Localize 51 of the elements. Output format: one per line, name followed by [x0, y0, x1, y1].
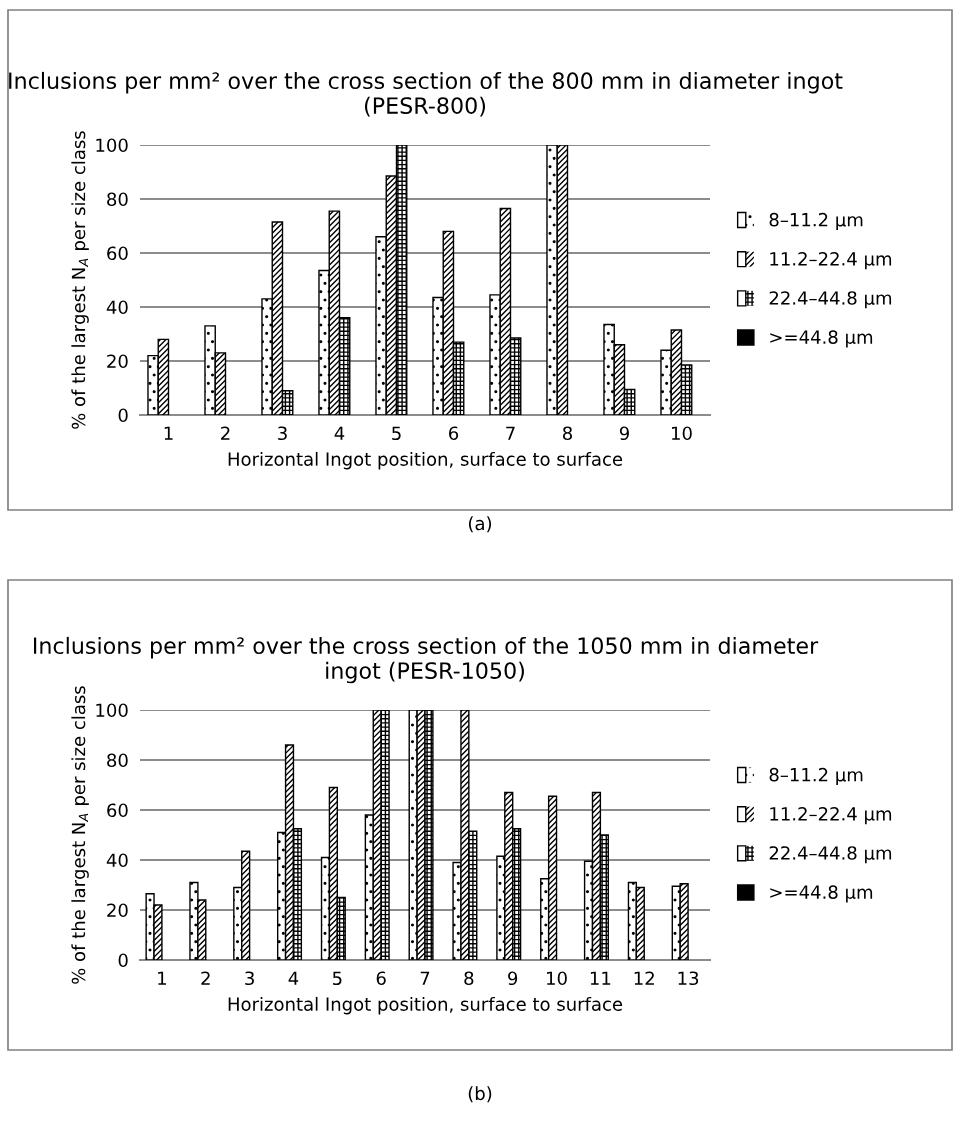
legend-label: >=44.8 µm: [770, 330, 873, 348]
x-tick-label: 3: [278, 426, 287, 441]
legend-label: >=44.8 µm: [770, 885, 873, 903]
legend-label: 8–11.2 µm: [769, 767, 863, 786]
legend-label: 11.2–22.4 µm: [770, 807, 892, 825]
y-axis-title: % of the largest N$_{A}$ per size class: [71, 686, 89, 984]
x-tick-label: 9: [508, 971, 518, 986]
x-tick-label: 1: [158, 971, 166, 985]
chart-title: Inclusions per mm² over the cross section of the 1050 mm in diameter ingot (PESR-1050): [33, 636, 819, 684]
y-tick-label: 20: [107, 903, 128, 918]
x-tick-label: 4: [288, 971, 299, 985]
x-tick-label: 7: [506, 426, 515, 440]
x-tick-label: 8: [464, 971, 474, 986]
x-tick-label: 6: [449, 426, 459, 441]
x-tick-label: 10: [672, 426, 692, 441]
y-tick-label: 40: [106, 300, 128, 315]
x-tick-label: 5: [392, 426, 401, 441]
y-tick-label: 100: [96, 138, 128, 153]
x-tick-label: 7: [420, 971, 430, 985]
x-tick-label: 2: [221, 426, 230, 440]
x-tick-label: 10: [547, 971, 567, 986]
text: (b): [468, 1086, 492, 1103]
x-axis-title: Horizontal Ingot position, surface to surface: [228, 451, 623, 470]
x-tick-label: 6: [376, 971, 386, 986]
y-tick-label: 20: [107, 354, 128, 369]
x-tick-label: 11: [590, 971, 611, 985]
x-tick-label: 9: [619, 426, 629, 441]
x-tick-label: 5: [332, 971, 342, 986]
x-tick-label: 4: [334, 426, 345, 440]
chart-title: Inclusions per mm² over the cross section of the 800 mm in diameter ingot (PESR-800): [9, 71, 843, 117]
x-axis-title: Horizontal Ingot position, surface to surface: [228, 996, 623, 1015]
y-tick-label: 80: [107, 192, 128, 207]
x-tick-label: 12: [634, 971, 654, 985]
y-tick-label: 100: [96, 703, 128, 718]
x-tick-label: 3: [245, 971, 254, 986]
x-tick-label: 1: [164, 426, 173, 440]
y-tick-label: 0: [118, 953, 128, 968]
x-tick-label: 8: [562, 426, 573, 441]
y-tick-label: 60: [107, 246, 128, 261]
x-tick-label: 2: [201, 971, 210, 985]
x-tick-label: 13: [678, 971, 699, 986]
y-tick-label: 0: [118, 408, 128, 423]
legend-label: 22.4–44.8 µm: [769, 846, 892, 864]
legend-label: 11.2–22.4 µm: [770, 252, 892, 270]
y-tick-label: 40: [106, 853, 128, 868]
y-tick-label: 80: [107, 753, 128, 768]
y-axis-title: % of the largest N$_{A}$ per size class: [71, 131, 89, 429]
y-tick-label: 60: [107, 803, 128, 818]
legend-label: 22.4–44.8 µm: [769, 291, 892, 309]
text: (a): [468, 516, 492, 533]
legend-label: 8–11.2 µm: [769, 212, 863, 231]
